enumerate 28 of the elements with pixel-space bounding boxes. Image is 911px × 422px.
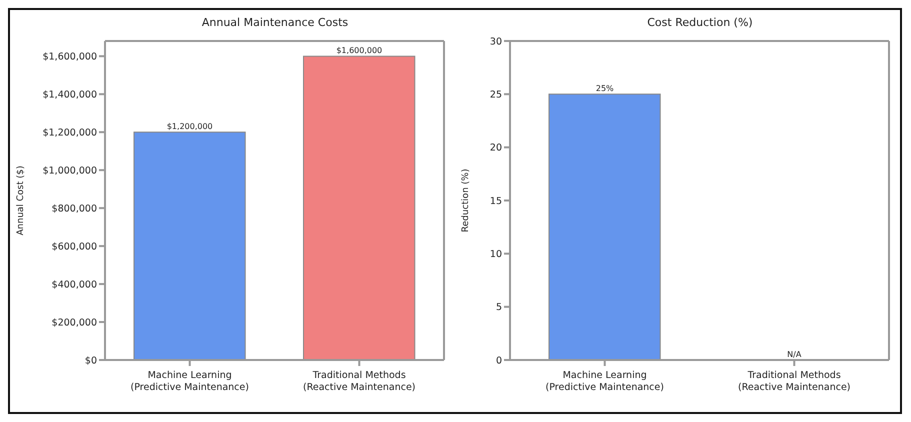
y-tick-label: $0 <box>84 355 97 366</box>
y-tick-label: 25 <box>490 90 502 101</box>
y-tick-label: $1,000,000 <box>42 165 97 176</box>
y-tick-label: $800,000 <box>52 203 97 214</box>
y-tick-label: 30 <box>490 36 502 48</box>
y-axis-title: Reduction (%) <box>461 168 472 232</box>
data-label: 25% <box>596 84 614 94</box>
chart-title: Annual Maintenance Costs <box>200 16 350 29</box>
x-tick-label: Traditional Methods (Reactive Maintenance) <box>738 370 851 393</box>
y-tick-label: $1,200,000 <box>42 128 97 139</box>
y-tick-label: 5 <box>496 302 502 314</box>
y-tick-label: $200,000 <box>52 317 97 328</box>
data-label: $1,600,000 <box>336 46 382 56</box>
y-tick-label: 10 <box>490 249 502 260</box>
x-tick-label: Machine Learning (Predictive Maintenance) <box>546 370 664 393</box>
x-tick-label: Machine Learning (Predictive Maintenance) <box>130 370 249 393</box>
data-label: N/A <box>787 350 802 359</box>
y-tick-label: 0 <box>496 355 502 366</box>
y-tick-label: 20 <box>490 142 502 154</box>
y-tick-label: $1,400,000 <box>42 90 97 101</box>
y-axis-title: Annual Cost ($) <box>16 166 26 236</box>
y-tick-label: $1,600,000 <box>42 52 97 63</box>
y-tick-label: 15 <box>490 196 502 207</box>
y-tick-label: $600,000 <box>52 241 97 252</box>
y-tick-label: $400,000 <box>52 279 97 290</box>
x-tick-label: Traditional Methods (Reactive Maintenance) <box>302 370 416 393</box>
chart-title: Cost Reduction (%) <box>646 16 754 29</box>
data-label: $1,200,000 <box>166 122 213 132</box>
